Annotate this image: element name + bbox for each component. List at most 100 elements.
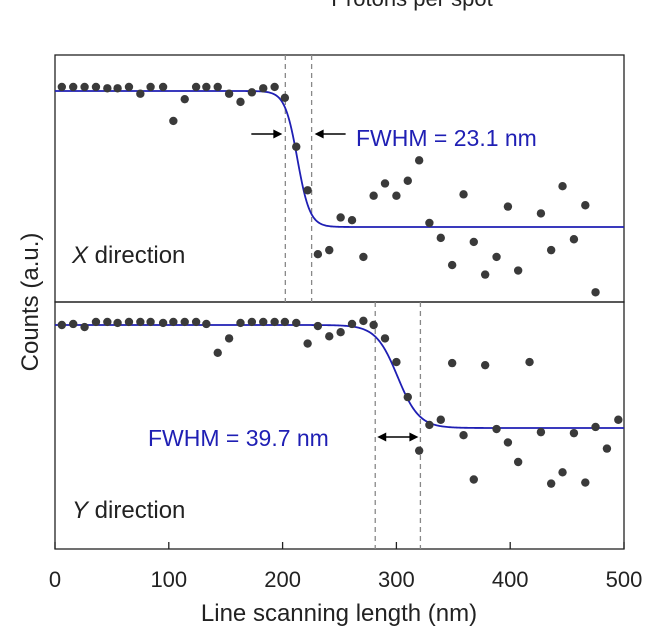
bottom-data-point-23 [313,321,323,331]
bottom-data-point-46 [569,428,579,438]
top-data-point-36 [459,190,468,199]
bottom-data-point-7 [136,317,145,327]
top-data-point-21 [292,142,301,151]
top-data-point-39 [492,252,501,262]
bottom-data-point-22 [303,339,312,348]
bottom-data-point-36 [459,431,468,440]
top-data-point-3 [91,82,101,92]
top-data-point-23 [313,250,323,259]
top-data-point-6 [124,82,134,92]
top-data-point-40 [503,202,513,211]
bottom-data-point-14 [213,348,222,358]
top-data-point-33 [425,218,434,228]
bottom-data-point-49 [602,444,612,453]
bottom-data-point-3 [91,317,101,327]
top-data-point-0 [57,82,67,92]
bottom-data-point-15 [224,334,234,343]
bottom-data-point-25 [336,328,345,337]
top-data-point-7 [136,89,145,98]
bottom-data-point-11 [180,317,189,327]
bottom-data-point-16 [236,318,245,328]
x-tick-label-5: 500 [606,567,643,592]
bottom-data-point-29 [380,334,390,343]
bottom-fwhm-annotation: FWHM = 39.7 nm [148,425,329,451]
top-data-point-17 [247,88,257,97]
top-data-point-27 [359,252,368,262]
bottom-data-point-42 [525,357,534,367]
top-data-point-25 [336,213,345,222]
bottom-data-point-26 [347,319,357,329]
bottom-data-point-41 [513,457,523,467]
bottom-panel-label: Y direction [72,497,185,524]
y-axis-label: Counts (a.u.) [17,233,44,372]
top-panel-label-axis: X [71,242,89,269]
bottom-data-point-27 [359,316,368,326]
top-data-point-15 [224,89,234,98]
bottom-data-point-12 [191,317,201,327]
bottom-data-point-47 [581,478,590,487]
bottom-double-arrow-left-head [377,432,387,442]
bottom-data-point-17 [247,317,257,327]
bottom-data-point-20 [280,317,290,327]
top-data-point-9 [158,82,168,92]
top-data-point-43 [546,245,556,255]
bottom-data-point-33 [425,420,434,430]
bottom-data-point-21 [292,318,301,328]
top-arrow-left-head [273,129,283,139]
bottom-data-point-10 [169,317,178,327]
bottom-data-point-9 [158,318,168,328]
top-data-point-37 [469,237,478,247]
top-data-point-18 [259,84,268,93]
bottom-panel [55,302,624,549]
top-data-point-11 [180,94,189,104]
bottom-data-point-37 [469,475,478,484]
top-data-point-8 [146,82,155,92]
bottom-data-point-35 [447,358,457,368]
bottom-panel-frame [54,301,625,550]
top-data-point-30 [392,191,401,200]
bottom-data-point-44 [546,479,556,488]
top-data-point-45 [569,235,579,244]
top-data-point-41 [513,266,523,275]
bottom-data-point-30 [392,357,401,367]
bottom-data-point-24 [325,332,334,341]
top-data-point-22 [303,186,312,195]
top-data-point-31 [403,176,412,185]
top-data-point-35 [447,260,457,270]
top-arrow-right-head [314,129,324,139]
top-data-point-4 [103,84,112,93]
bottom-data-point-45 [558,468,567,477]
top-data-point-38 [480,270,490,279]
top-data-point-34 [436,233,445,243]
top-panel [55,55,624,302]
bottom-data-point-43 [536,427,546,437]
top-fit-curve [55,90,624,228]
top-data-point-5 [113,84,122,93]
bottom-data-point-19 [270,317,279,327]
top-data-point-46 [581,201,590,210]
top-data-point-1 [69,82,78,92]
bottom-fit-curve [55,324,624,429]
top-data-point-14 [213,82,222,92]
top-title: Protons per spot [331,0,492,11]
top-data-point-42 [536,209,546,218]
top-data-point-16 [236,97,245,107]
top-data-point-47 [591,288,600,297]
top-data-point-13 [202,82,211,92]
x-tick-label-3: 300 [378,567,415,592]
top-data-point-44 [558,182,567,191]
top-data-point-12 [191,82,201,92]
bottom-data-point-18 [259,317,268,327]
bottom-data-point-34 [436,415,445,424]
top-data-point-29 [380,179,390,188]
bottom-data-point-8 [146,317,155,327]
bottom-double-arrow-right-head [409,432,419,442]
top-data-point-19 [270,82,279,92]
top-data-point-28 [369,191,378,200]
bottom-panel-label-axis: Y [72,497,90,524]
top-panel-label: X direction [71,242,185,269]
top-data-point-32 [414,156,424,165]
x-axis-label: Line scanning length (nm) [201,600,477,627]
bottom-data-point-38 [480,360,490,370]
